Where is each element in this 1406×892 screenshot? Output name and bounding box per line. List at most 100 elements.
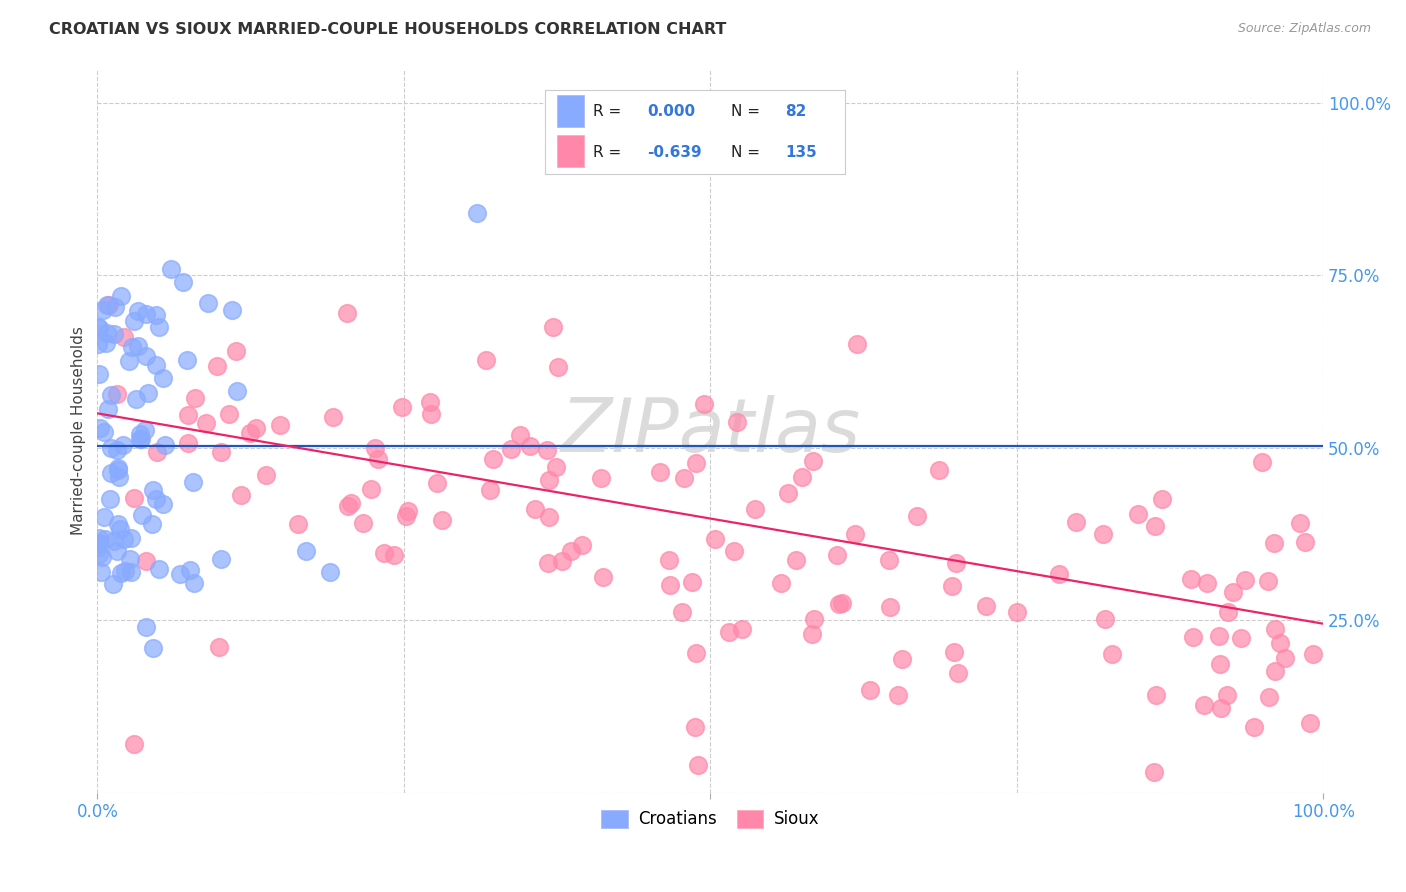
Sioux <box>942 645 965 659</box>
Sioux <box>658 553 681 567</box>
Sioux <box>1264 623 1286 637</box>
Sioux <box>479 483 502 498</box>
Sioux <box>725 415 748 429</box>
Sioux <box>482 452 505 467</box>
Sioux <box>800 626 823 640</box>
Sioux <box>591 470 613 484</box>
Sioux <box>1216 688 1239 702</box>
Sioux <box>945 556 967 570</box>
Croatians <box>169 567 191 582</box>
Croatians <box>172 275 194 289</box>
Sioux <box>177 408 200 422</box>
Sioux <box>828 597 851 611</box>
Croatians <box>121 340 143 354</box>
Sioux <box>831 595 853 609</box>
Croatians <box>145 358 167 372</box>
Sioux <box>671 606 693 620</box>
Sioux <box>322 410 344 425</box>
Croatians <box>94 533 117 547</box>
Sioux <box>704 533 727 547</box>
Sioux <box>769 576 792 591</box>
Sioux <box>367 452 389 467</box>
Croatians <box>118 354 141 368</box>
Croatians <box>86 540 108 554</box>
Sioux <box>537 509 560 524</box>
Sioux <box>1101 647 1123 661</box>
Croatians <box>142 483 165 498</box>
Sioux <box>287 516 309 531</box>
Y-axis label: Married-couple Households: Married-couple Households <box>72 326 86 535</box>
Sioux <box>718 624 741 639</box>
Sioux <box>1211 701 1233 715</box>
Sioux <box>1180 572 1202 586</box>
Sioux <box>419 395 441 409</box>
Sioux <box>1005 605 1028 619</box>
Sioux <box>209 445 232 459</box>
Croatians <box>120 531 142 545</box>
Sioux <box>208 640 231 654</box>
Sioux <box>254 468 277 483</box>
Sioux <box>693 396 716 410</box>
Sioux <box>648 465 671 479</box>
Croatians <box>226 384 249 398</box>
Sioux <box>218 407 240 421</box>
Sioux <box>1192 698 1215 712</box>
Croatians <box>100 441 122 455</box>
Croatians <box>319 565 342 579</box>
Sioux <box>1274 650 1296 665</box>
Sioux <box>509 428 531 442</box>
Croatians <box>155 438 177 452</box>
Sioux <box>177 435 200 450</box>
Sioux <box>195 417 218 431</box>
Croatians <box>105 442 128 457</box>
Croatians <box>141 517 163 532</box>
Croatians <box>94 335 117 350</box>
Croatians <box>87 547 110 561</box>
Sioux <box>352 516 374 530</box>
Sioux <box>744 501 766 516</box>
Croatians <box>103 533 125 548</box>
Sioux <box>941 579 963 593</box>
Croatians <box>107 516 129 531</box>
Sioux <box>225 344 247 359</box>
Sioux <box>803 612 825 626</box>
Croatians <box>91 550 114 565</box>
Sioux <box>395 508 418 523</box>
Sioux <box>859 683 882 698</box>
Croatians <box>100 466 122 480</box>
Sioux <box>785 553 807 567</box>
Legend: Croatians, Sioux: Croatians, Sioux <box>595 803 825 835</box>
Sioux <box>239 425 262 440</box>
Croatians <box>152 371 174 385</box>
Croatians <box>112 532 135 546</box>
Sioux <box>731 622 754 636</box>
Text: ZIPatlas: ZIPatlas <box>560 394 860 467</box>
Sioux <box>1264 664 1286 678</box>
Croatians <box>176 353 198 368</box>
Croatians <box>89 420 111 434</box>
Croatians <box>110 522 132 536</box>
Croatians <box>110 289 132 303</box>
Croatians <box>118 552 141 566</box>
Croatians <box>100 388 122 402</box>
Croatians <box>87 531 110 545</box>
Croatians <box>104 300 127 314</box>
Croatians <box>152 497 174 511</box>
Croatians <box>183 576 205 591</box>
Sioux <box>336 499 359 513</box>
Sioux <box>1268 636 1291 650</box>
Sioux <box>1209 657 1232 671</box>
Croatians <box>103 326 125 341</box>
Sioux <box>336 306 359 320</box>
Croatians <box>93 425 115 440</box>
Croatians <box>86 337 108 351</box>
Sioux <box>1263 536 1285 550</box>
Sioux <box>547 359 569 374</box>
Sioux <box>124 491 146 505</box>
Sioux <box>384 548 406 562</box>
Sioux <box>360 482 382 496</box>
Sioux <box>183 392 205 406</box>
Sioux <box>1126 508 1149 522</box>
Croatians <box>87 367 110 381</box>
Sioux <box>1152 492 1174 507</box>
